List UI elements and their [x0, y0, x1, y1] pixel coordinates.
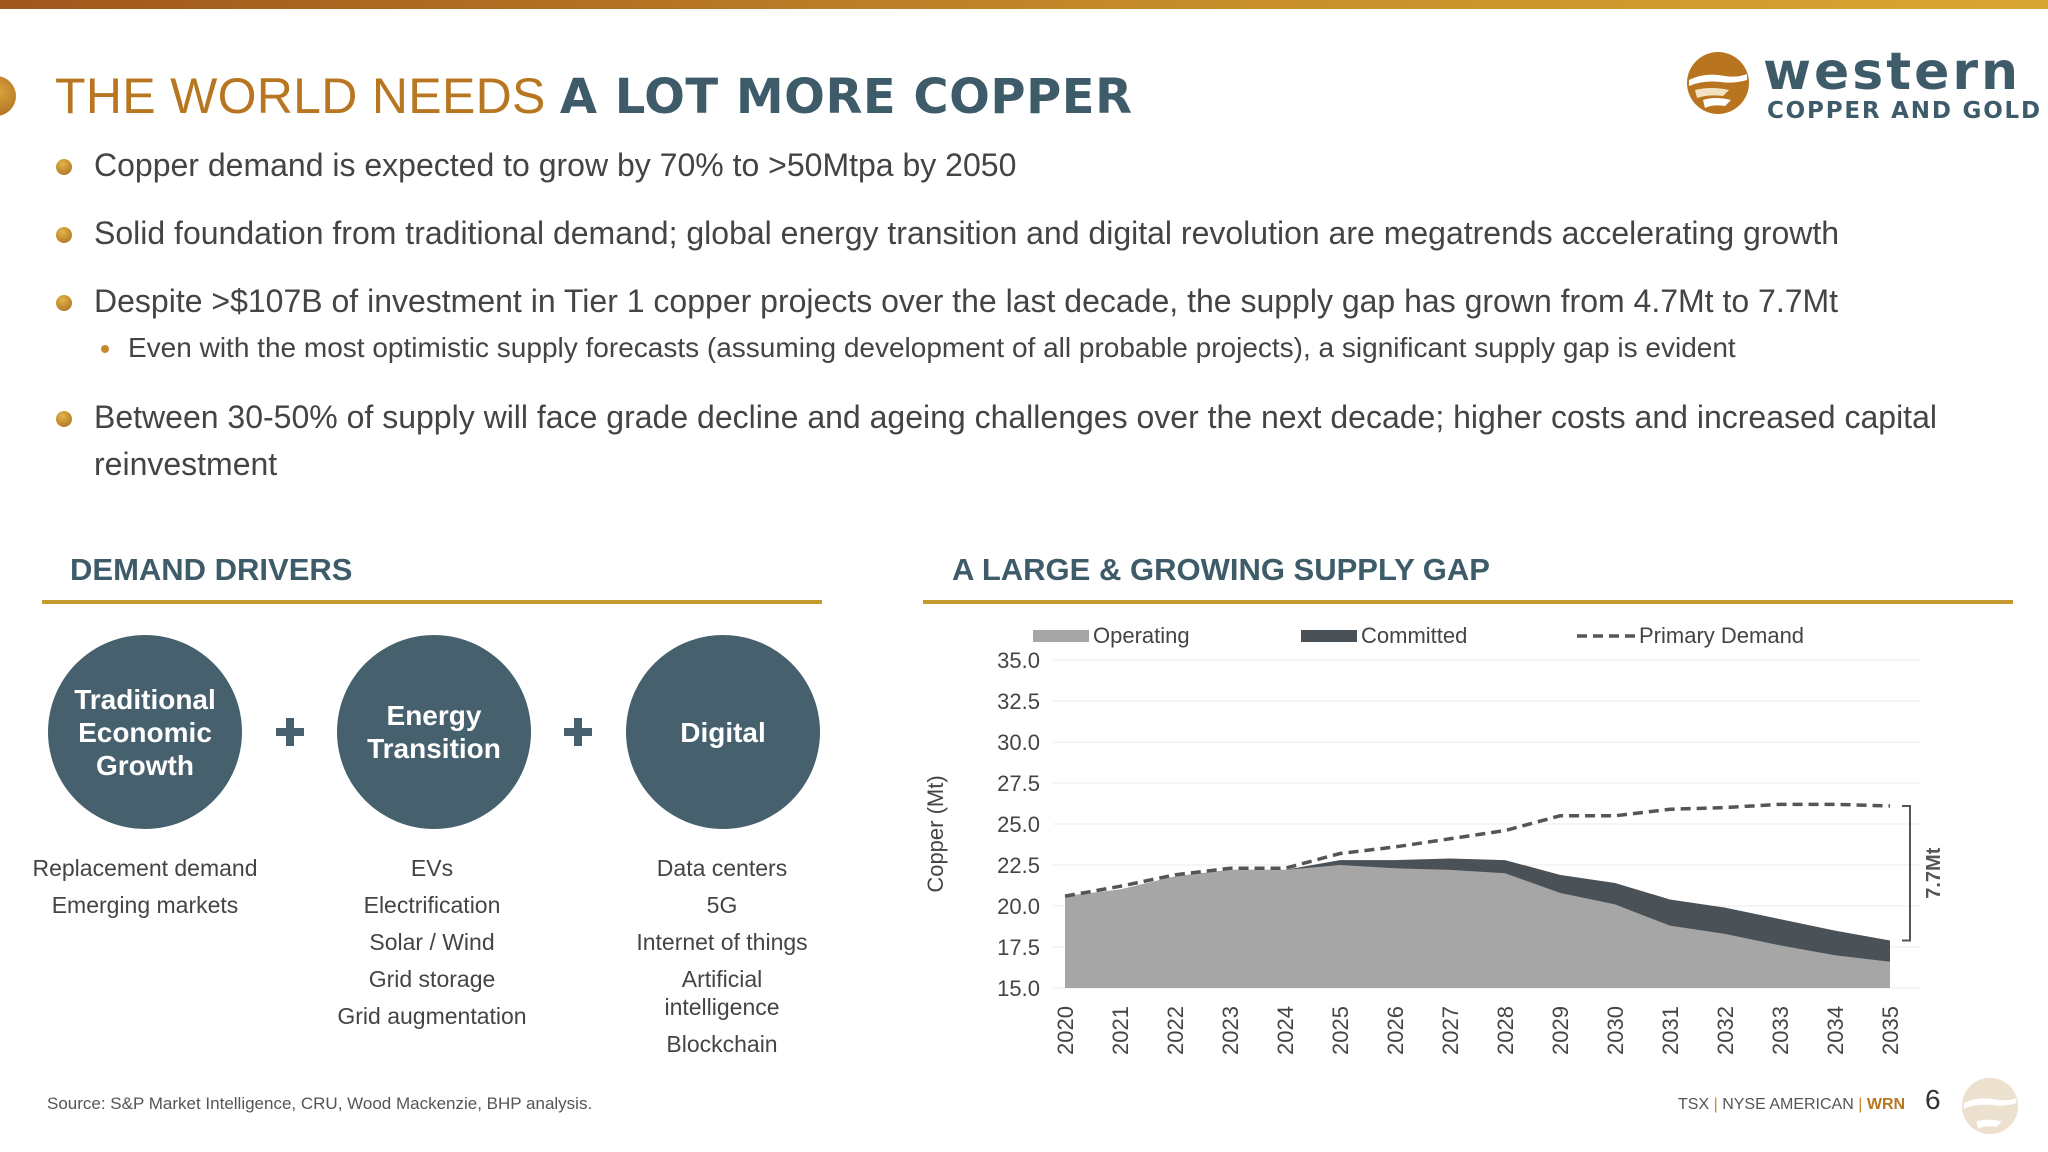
bullet-dot-icon: [56, 295, 72, 311]
corner-sun-icon: [0, 76, 16, 116]
y-tick-label: 32.5: [997, 689, 1040, 714]
bullet-item: Despite >$107B of investment in Tier 1 c…: [52, 278, 2012, 325]
x-tick-label: 2022: [1163, 1006, 1188, 1055]
supply-gap-rule: [923, 600, 2013, 604]
y-tick-label: 22.5: [997, 853, 1040, 878]
driver-circle-traditional: Traditional Economic Growth: [48, 635, 242, 829]
x-tick-label: 2030: [1603, 1006, 1628, 1055]
exchange-nyse: NYSE AMERICAN: [1722, 1096, 1854, 1113]
legend-label: Primary Demand: [1639, 623, 1804, 648]
x-tick-label: 2025: [1328, 1006, 1353, 1055]
x-tick-label: 2021: [1108, 1006, 1133, 1055]
demand-drivers-rule: [42, 600, 822, 604]
y-tick-label: 27.5: [997, 771, 1040, 796]
list-item: Grid storage: [368, 966, 496, 992]
ticker-separator: |: [1713, 1096, 1718, 1113]
x-tick-label: 2033: [1768, 1006, 1793, 1055]
bullet-dot-icon: [56, 411, 72, 427]
company-logo: western COPPER AND GOLD: [1685, 42, 2040, 128]
demand-drivers-heading: DEMAND DRIVERS: [70, 552, 353, 587]
legend-label: Committed: [1361, 623, 1467, 648]
driver-examples-digital: Data centers 5G Internet of things Artif…: [582, 854, 862, 1067]
x-tick-label: 2023: [1218, 1006, 1243, 1055]
title-plain: THE WORLD NEEDS: [55, 68, 546, 124]
y-tick-label: 20.0: [997, 894, 1040, 919]
x-tick-label: 2032: [1713, 1006, 1738, 1055]
key-points: Copper demand is expected to grow by 70%…: [52, 142, 2012, 509]
list-item: Internet of things: [636, 929, 808, 955]
list-item: Grid augmentation: [337, 1003, 527, 1029]
exchange-tsx: TSX: [1678, 1096, 1710, 1113]
bullet-dot-icon: [56, 227, 72, 243]
slide-title: THE WORLD NEEDS A LOT MORE COPPER: [55, 66, 1133, 127]
operating-area: [1065, 865, 1890, 988]
page-number: 6: [1925, 1084, 1941, 1115]
list-item: Artificial intelligence: [664, 966, 780, 1020]
list-item: Replacement demand: [32, 855, 258, 881]
gap-annotation: 7.7Mt: [1923, 847, 1945, 898]
list-item: Data centers: [656, 855, 788, 881]
supply-gap-heading: A LARGE & GROWING SUPPLY GAP: [952, 552, 1490, 587]
x-tick-label: 2035: [1878, 1006, 1903, 1055]
ticker-symbol: WRN: [1866, 1096, 1906, 1113]
y-axis-label: Copper (Mt): [925, 775, 948, 892]
x-tick-label: 2020: [1053, 1006, 1078, 1055]
x-tick-label: 2029: [1548, 1006, 1573, 1055]
bullet-item: Solid foundation from traditional demand…: [52, 210, 2012, 257]
driver-circle-digital: Digital: [626, 635, 820, 829]
y-tick-label: 35.0: [997, 648, 1040, 673]
ticker-line: TSX | NYSE AMERICAN | WRN: [1678, 1096, 1905, 1114]
x-tick-label: 2027: [1438, 1006, 1463, 1055]
supply-gap-chart: 35.0 32.5 30.0 27.5 25.0 22.5 20.0 17.5 15.0 Copp…: [923, 612, 2005, 1062]
footer-logo-icon: [1961, 1077, 2019, 1135]
x-tick-label: 2026: [1383, 1006, 1408, 1055]
driver-examples-traditional: Replacement demand Emerging markets: [5, 854, 285, 928]
y-tick-label: 15.0: [997, 976, 1040, 1001]
list-item: 5G: [706, 892, 738, 918]
list-item: Blockchain: [666, 1031, 778, 1057]
bullet-item: Between 30-50% of supply will face grade…: [52, 394, 2014, 488]
x-tick-label: 2031: [1658, 1006, 1683, 1055]
list-item: EVs: [410, 855, 454, 881]
driver-circle-energy: Energy Transition: [337, 635, 531, 829]
logo-wordmark: western: [1763, 42, 2022, 102]
plus-icon: [276, 718, 304, 746]
list-item: Electrification: [363, 892, 501, 918]
list-item: Solar / Wind: [369, 929, 495, 955]
sub-bullet-item: Even with the most optimistic supply for…: [52, 330, 2012, 366]
x-tick-label: 2024: [1273, 1006, 1298, 1055]
list-item: Emerging markets: [51, 892, 239, 918]
source-note: Source: S&P Market Intelligence, CRU, Wo…: [47, 1094, 593, 1113]
driver-examples-energy: EVs Electrification Solar / Wind Grid st…: [292, 854, 572, 1039]
ticker-separator: |: [1858, 1096, 1863, 1113]
eagle-sun-logo-icon: [1687, 52, 1749, 114]
y-tick-label: 30.0: [997, 730, 1040, 755]
x-tick-label: 2034: [1823, 1006, 1848, 1055]
legend-label: Operating: [1093, 623, 1190, 648]
supply-gap-svg: 35.0 32.5 30.0 27.5 25.0 22.5 20.0 17.5 15.0 Copp…: [923, 623, 1945, 1055]
title-bold: A LOT MORE COPPER: [559, 69, 1133, 125]
y-tick-label: 25.0: [997, 812, 1040, 837]
primary-demand-line: [1064, 802, 1891, 898]
y-tick-label: 17.5: [997, 935, 1040, 960]
plus-icon: [564, 718, 592, 746]
legend-swatch: [1301, 630, 1357, 642]
bullet-item: Copper demand is expected to grow by 70%…: [52, 142, 2012, 189]
sub-bullet-dot-icon: [101, 345, 109, 353]
gap-bracket: [1902, 804, 1911, 942]
top-accent-bar: [0, 0, 2048, 9]
x-tick-label: 2028: [1493, 1006, 1518, 1055]
legend-swatch: [1033, 630, 1089, 642]
bullet-dot-icon: [56, 159, 72, 175]
logo-subtitle: COPPER AND GOLD: [1767, 98, 2042, 124]
